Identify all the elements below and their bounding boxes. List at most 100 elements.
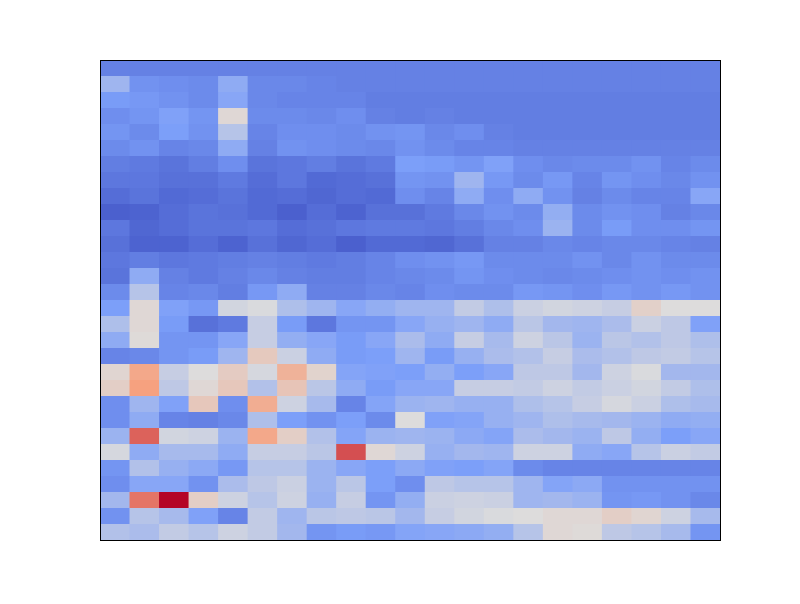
heatmap-cell: [660, 524, 692, 541]
heatmap-cell: [424, 300, 455, 317]
heatmap-cell: [424, 252, 455, 269]
heatmap-cell: [690, 140, 721, 157]
heatmap-cell: [690, 108, 721, 125]
heatmap-cell: [483, 236, 514, 253]
heatmap-cell: [542, 428, 573, 445]
heatmap-cell: [188, 268, 219, 285]
heatmap-cell: [129, 156, 160, 173]
heatmap-cell: [395, 524, 426, 541]
heatmap-cell: [365, 300, 396, 317]
heatmap-cell: [159, 268, 190, 285]
heatmap-cell: [129, 412, 160, 429]
heatmap-cell: [513, 332, 544, 349]
heatmap-cell: [100, 332, 131, 349]
heatmap-cell: [542, 92, 573, 109]
heatmap-cell: [365, 396, 396, 413]
heatmap-cell: [159, 220, 190, 237]
heatmap-cell: [395, 444, 426, 461]
heatmap-cell: [572, 396, 603, 413]
heatmap-cell: [365, 220, 396, 237]
heatmap-cell: [601, 108, 633, 125]
heatmap-cell: [690, 364, 721, 381]
heatmap-cell: [631, 60, 662, 77]
heatmap-cell: [513, 412, 544, 429]
heatmap-cell: [218, 460, 249, 477]
heatmap-cell: [247, 428, 278, 445]
heatmap-cell: [454, 140, 485, 157]
heatmap-cell: [424, 124, 455, 141]
heatmap-cell: [306, 156, 337, 173]
heatmap-cell: [188, 156, 219, 173]
heatmap-cell: [454, 268, 485, 285]
heatmap-cell: [483, 268, 514, 285]
heatmap-cell: [483, 188, 514, 205]
heatmap-cell: [247, 124, 278, 141]
heatmap-cell: [631, 348, 662, 365]
heatmap-cell: [100, 476, 131, 493]
heatmap-cell: [129, 140, 160, 157]
heatmap-cell: [631, 364, 662, 381]
heatmap-cell: [247, 108, 278, 125]
heatmap-cell: [542, 156, 573, 173]
heatmap-cell: [336, 60, 367, 77]
heatmap-cell: [159, 300, 190, 317]
heatmap-cell: [690, 508, 721, 525]
heatmap-cell: [513, 508, 544, 525]
heatmap-cell: [601, 332, 633, 349]
heatmap-cell: [395, 92, 426, 109]
heatmap-cell: [601, 284, 633, 301]
heatmap-cell: [690, 284, 721, 301]
heatmap-cell: [601, 172, 633, 189]
heatmap-cell: [483, 332, 514, 349]
heatmap-cell: [454, 428, 485, 445]
heatmap-cell: [513, 268, 544, 285]
heatmap-cell: [513, 156, 544, 173]
heatmap-cell: [513, 524, 544, 541]
heatmap-cell: [483, 300, 514, 317]
heatmap-cell: [100, 108, 131, 125]
heatmap-cell: [306, 492, 337, 509]
heatmap-cell: [129, 492, 160, 509]
heatmap-cell: [247, 476, 278, 493]
heatmap-cell: [660, 252, 692, 269]
heatmap-cell: [129, 428, 160, 445]
heatmap-cell: [100, 188, 131, 205]
heatmap-cell: [188, 108, 219, 125]
heatmap-cell: [100, 220, 131, 237]
heatmap-cell: [336, 492, 367, 509]
heatmap-cell: [483, 492, 514, 509]
heatmap-cell: [159, 428, 190, 445]
heatmap-cell: [306, 380, 337, 397]
heatmap-cell: [159, 188, 190, 205]
heatmap-cell: [277, 492, 308, 509]
heatmap-cell: [572, 364, 603, 381]
heatmap-cell: [631, 316, 662, 333]
heatmap-cell: [572, 76, 603, 93]
heatmap-cell: [424, 332, 455, 349]
heatmap-cell: [454, 476, 485, 493]
heatmap-cell: [572, 428, 603, 445]
heatmap-cell: [159, 524, 190, 541]
heatmap-cell: [218, 236, 249, 253]
heatmap-cell: [542, 508, 573, 525]
heatmap-cell: [454, 316, 485, 333]
heatmap-cell: [277, 460, 308, 477]
heatmap-cell: [336, 476, 367, 493]
heatmap-cell: [483, 396, 514, 413]
heatmap-cell: [336, 444, 367, 461]
heatmap-cell: [395, 236, 426, 253]
heatmap-cell: [159, 476, 190, 493]
heatmap-cell: [306, 332, 337, 349]
heatmap-cell: [188, 300, 219, 317]
heatmap-cell: [631, 460, 662, 477]
heatmap-cell: [601, 252, 633, 269]
heatmap-cell: [247, 460, 278, 477]
heatmap-cell: [690, 188, 721, 205]
heatmap-cell: [336, 108, 367, 125]
heatmap-cell: [424, 396, 455, 413]
heatmap-cell: [100, 268, 131, 285]
heatmap-cell: [100, 172, 131, 189]
heatmap-cell: [572, 316, 603, 333]
heatmap-cell: [513, 300, 544, 317]
heatmap-cell: [483, 92, 514, 109]
